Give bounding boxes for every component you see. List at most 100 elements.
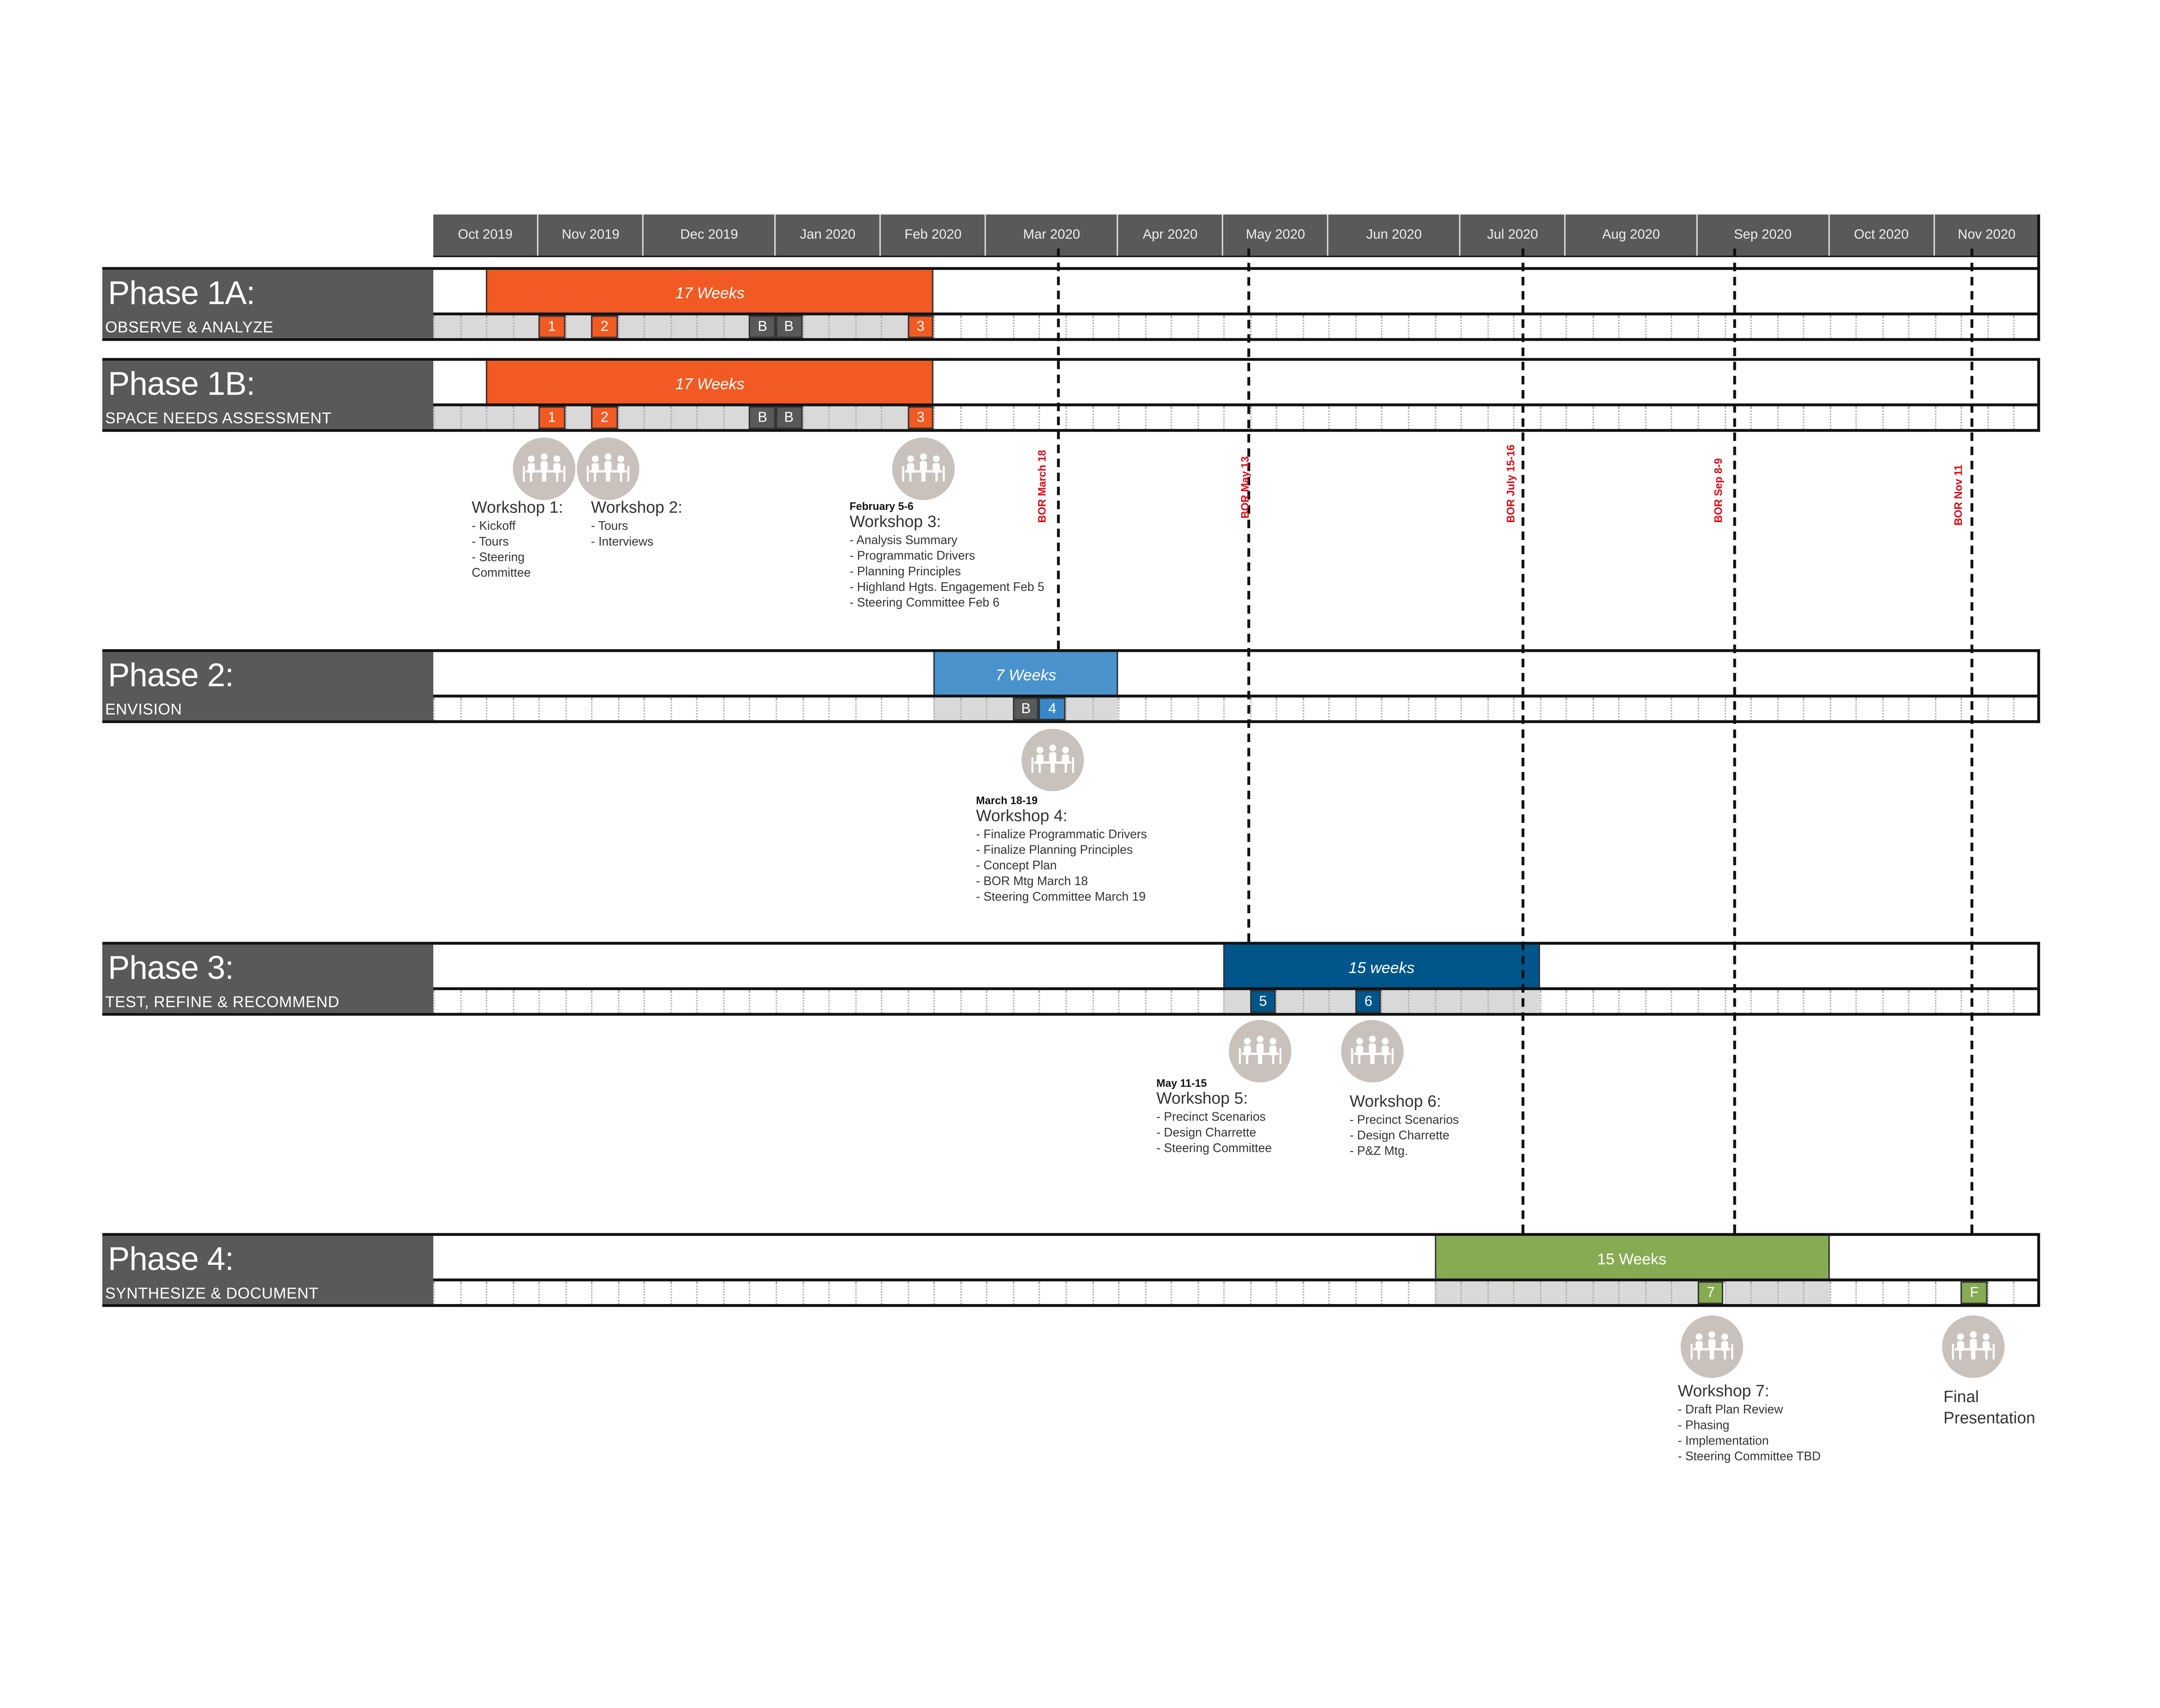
month-header: Dec 2019 [644, 214, 776, 256]
workshop-agenda-item: - Design Charrette [1156, 1125, 1256, 1140]
week-cell [1829, 315, 1856, 338]
week-cell [1776, 990, 1803, 1013]
week-cell [670, 990, 697, 1013]
week-cell [1276, 990, 1303, 1013]
week-cell [538, 697, 565, 721]
week-cell [960, 1281, 986, 1304]
workshop-notes: Workshop 6: - Precinct Scenarios - Design … [1350, 1094, 1459, 1159]
week-cell [1513, 990, 1540, 1013]
workshop-agenda-item: Presentation [1943, 1410, 2036, 1428]
people-at-table-glyph [1239, 1035, 1282, 1064]
week-cell [1539, 406, 1566, 429]
week-cell [591, 1281, 618, 1304]
phase-title: Phase 1A: [108, 274, 255, 311]
phase-row: Phase 4: SYNTHESIZE & DOCUMENT 15 Weeks 7 F [102, 1233, 2040, 1307]
week-cell [1382, 315, 1408, 338]
week-cell [670, 1281, 697, 1304]
milestone-marker: 3 [907, 315, 934, 338]
week-cell [723, 406, 750, 429]
week-cell [1276, 1281, 1302, 1304]
month-header: Jan 2020 [775, 214, 881, 256]
week-cell [1513, 697, 1540, 721]
phase-row: Phase 1B: SPACE NEEDS ASSESSMENT 17 Weeks 1… [102, 358, 2040, 432]
week-cell [644, 697, 670, 721]
workshop-title: Workshop 3: [849, 514, 941, 531]
week-cell [617, 697, 644, 721]
week-cell [907, 697, 934, 721]
week-cell [1434, 697, 1461, 721]
week-cell [1118, 315, 1144, 338]
week-cell [1013, 1281, 1039, 1304]
week-cell [486, 990, 512, 1013]
week-cell [1144, 990, 1171, 1013]
week-cell [986, 990, 1013, 1013]
week-cell [802, 406, 829, 429]
week-cell [1908, 315, 1935, 338]
workshop-agenda-item: - Precinct Scenarios [1156, 1109, 1266, 1124]
month-header: Oct 2020 [1829, 214, 1935, 256]
week-cell [723, 315, 750, 338]
week-cell [1408, 990, 1434, 1013]
month-header: Jun 2020 [1329, 214, 1461, 256]
people-at-table-glyph [1690, 1331, 1734, 1360]
week-cell [486, 315, 512, 338]
week-cell [2014, 990, 2040, 1013]
week-cell [749, 697, 776, 721]
week-cell [1197, 1281, 1223, 1304]
week-cell [1829, 990, 1856, 1013]
week-cell [1724, 990, 1750, 1013]
week-cell [459, 697, 486, 721]
week-cell [1987, 697, 2014, 721]
milestone-marker: 3 [907, 406, 934, 429]
week-cell [433, 697, 460, 721]
phase-title: Phase 3: [108, 949, 234, 986]
phase-duration-bar: 15 Weeks [1434, 1236, 1830, 1283]
week-cell [1382, 990, 1408, 1013]
week-cell [1987, 406, 2014, 429]
workshop-title: Workshop 6: [1350, 1094, 1441, 1111]
week-cell [1539, 1281, 1566, 1304]
week-cell [1092, 990, 1118, 1013]
workshop-notes: Workshop 7: - Draft Plan Review - Phasing -… [1678, 1384, 1821, 1464]
week-cell [1566, 315, 1592, 338]
month-header: Aug 2020 [1566, 214, 1698, 256]
week-cell [1513, 406, 1540, 429]
month-header: May 2020 [1223, 214, 1329, 256]
week-cell [1197, 697, 1223, 721]
workshop-agenda-item: - Draft Plan Review [1677, 1402, 1783, 1416]
week-cell [1382, 406, 1408, 429]
week-cell [617, 315, 644, 338]
week-cell [1645, 1281, 1671, 1304]
week-cell [644, 1281, 670, 1304]
workshop-agenda-item: - Steering Committee March 19 [976, 889, 1146, 904]
bor-deadline-line [1733, 248, 1736, 1233]
week-cell [881, 1281, 908, 1304]
week-cell [881, 406, 908, 429]
workshop-notes: May 11-15 Workshop 5: - Precinct Scenarios… [1156, 1075, 1272, 1156]
week-cell [1355, 697, 1382, 721]
week-cell [1961, 315, 1988, 338]
week-cell [907, 990, 934, 1013]
week-cell [854, 697, 881, 721]
week-cell [433, 315, 460, 338]
timeline-right-border [2037, 214, 2040, 267]
month-header: Sep 2020 [1697, 214, 1830, 256]
week-cell [2014, 315, 2040, 338]
workshop-agenda-item: - Highland Hgts. Engagement Feb 5 [849, 579, 1045, 594]
week-cell [486, 406, 512, 429]
week-cell [1013, 990, 1039, 1013]
week-cell [1329, 315, 1355, 338]
week-cell [828, 315, 855, 338]
workshop-notes: Workshop 2: - Tours - Interviews [591, 500, 683, 550]
week-cell [1144, 315, 1171, 338]
week-cell [459, 315, 486, 338]
week-cell [1592, 315, 1619, 338]
week-cell [1803, 406, 1830, 429]
week-cell [1276, 697, 1302, 721]
bor-meeting-label: BOR July 15-16 [1504, 444, 1518, 523]
workshop-agenda-item: - Steering Committee Feb 6 [849, 595, 1000, 610]
phase-label: Phase 2: ENVISION [102, 652, 434, 721]
week-cell [1460, 315, 1487, 338]
week-cell [565, 406, 591, 429]
week-cell [881, 697, 908, 721]
